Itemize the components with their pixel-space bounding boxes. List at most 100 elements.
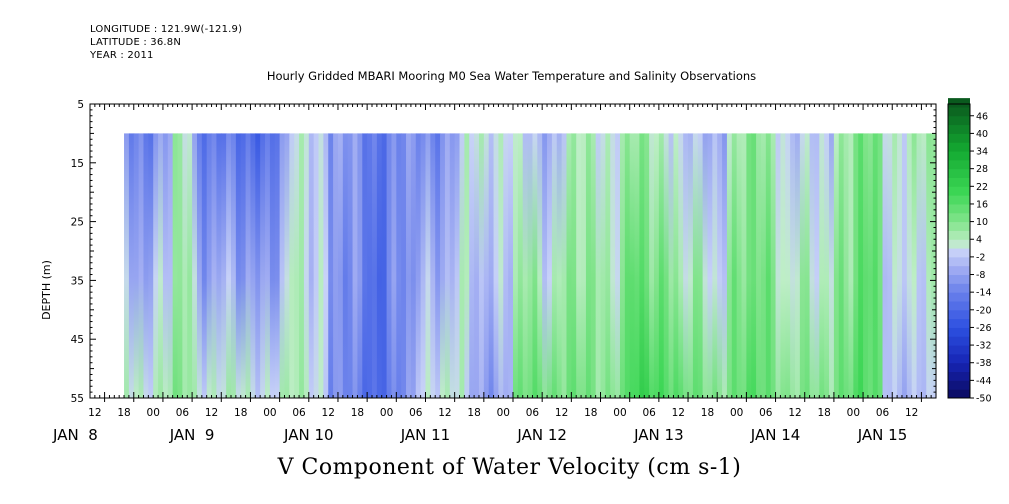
field-column — [663, 133, 670, 398]
field-column — [401, 133, 407, 398]
field-column — [337, 133, 344, 398]
field-column — [381, 133, 388, 398]
field-column — [425, 133, 431, 398]
field-column — [882, 133, 888, 398]
field-column — [517, 133, 524, 398]
colorbar-swatch — [948, 336, 970, 346]
colorbar-label: -50 — [976, 394, 992, 405]
field-column — [206, 133, 213, 398]
x-day-label: JAN 11 — [400, 426, 451, 444]
longitude-label: LONGITUDE : 121.9W(-121.9) — [90, 24, 243, 35]
colorbar-swatch — [948, 195, 970, 205]
x-hour-label: 18 — [234, 407, 247, 419]
colorbar-swatch — [948, 239, 970, 249]
field-column — [367, 133, 373, 398]
field-column — [464, 133, 470, 398]
field-column — [372, 133, 378, 398]
field-column — [556, 133, 563, 398]
field-column — [352, 133, 359, 398]
colorbar-swatch — [948, 159, 970, 170]
field-column — [415, 133, 422, 398]
field-column — [887, 133, 893, 398]
field-column — [892, 133, 898, 398]
field-column — [449, 133, 456, 398]
colorbar-swatch — [948, 221, 970, 231]
field-column — [726, 133, 733, 398]
field-column — [921, 133, 927, 398]
field-column — [819, 133, 825, 398]
field-column — [600, 133, 606, 398]
colorbar-label: 28 — [976, 164, 988, 175]
colorbar-swatch — [948, 203, 970, 214]
x-hour-label: 12 — [88, 407, 101, 419]
field-column — [668, 133, 675, 398]
field-column — [658, 133, 665, 398]
colorbar-swatch — [948, 256, 970, 267]
colorbar-label: -32 — [976, 341, 992, 352]
field-column — [279, 133, 286, 398]
field-column — [410, 133, 417, 398]
field-column — [848, 133, 854, 398]
x-hour-label: 18 — [117, 407, 130, 419]
colorbar-swatch — [948, 309, 970, 320]
field-column — [478, 133, 485, 398]
field-column — [795, 133, 801, 398]
colorbar-label: -20 — [976, 305, 992, 316]
field-column — [513, 133, 519, 398]
field-column — [571, 133, 577, 398]
field-column — [770, 133, 777, 398]
field-column — [444, 133, 451, 398]
field-column — [673, 133, 679, 398]
field-column — [274, 133, 281, 398]
field-column — [396, 133, 402, 398]
field-column — [265, 133, 271, 398]
field-column — [829, 133, 835, 398]
field-column — [138, 133, 145, 398]
x-hour-label: 12 — [555, 407, 568, 419]
field-column — [751, 133, 757, 398]
y-tick-label: 15 — [71, 158, 84, 170]
field-column — [391, 133, 397, 398]
field-column — [629, 133, 636, 398]
field-column — [269, 133, 276, 398]
colorbar-label: 22 — [976, 182, 988, 193]
field-column — [167, 133, 174, 398]
field-column — [498, 133, 504, 398]
field-column — [406, 133, 412, 398]
field-column — [162, 133, 169, 398]
colorbar-label: 10 — [976, 217, 988, 228]
velocity-field — [124, 133, 937, 398]
field-column — [362, 133, 368, 398]
field-column — [284, 133, 290, 398]
x-hour-label: 18 — [701, 407, 714, 419]
field-column — [250, 133, 256, 398]
field-column — [420, 133, 427, 398]
field-column — [172, 133, 179, 398]
field-column — [221, 133, 227, 398]
colorbar-label: -44 — [976, 376, 992, 387]
field-column — [824, 133, 830, 398]
field-column — [128, 133, 135, 398]
x-hour-label: 00 — [497, 407, 510, 419]
colorbar-border — [947, 103, 971, 399]
field-column — [323, 133, 329, 398]
field-column — [522, 133, 529, 398]
field-column — [561, 133, 568, 398]
x-hour-label: 06 — [176, 407, 190, 419]
field-column — [503, 133, 509, 398]
colorbar-swatch — [948, 212, 970, 223]
field-column — [688, 133, 694, 398]
colorbar-swatch — [948, 115, 970, 126]
field-column — [376, 133, 383, 398]
field-column — [707, 133, 713, 398]
colorbar-swatch — [948, 248, 970, 258]
field-column — [605, 133, 611, 398]
field-column — [474, 133, 480, 398]
field-column — [692, 133, 699, 398]
field-column — [678, 133, 684, 398]
field-column — [756, 133, 762, 398]
field-column — [639, 133, 645, 398]
colorbar-swatch — [948, 380, 970, 390]
field-column — [187, 133, 193, 398]
variable-title: V Component of Water Velocity (cm s-1) — [277, 455, 742, 480]
